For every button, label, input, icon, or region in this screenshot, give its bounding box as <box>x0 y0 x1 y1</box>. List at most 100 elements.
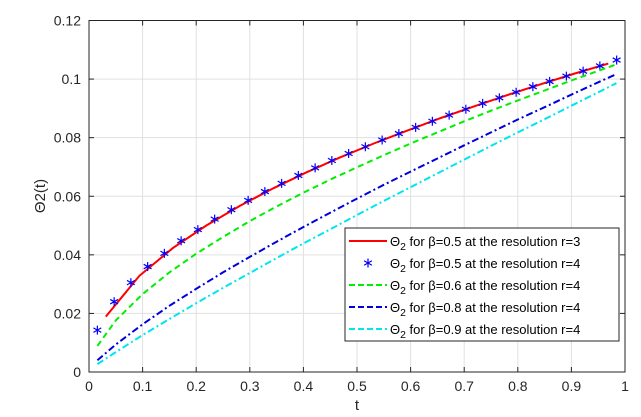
asterisk-marker <box>143 263 152 270</box>
data-point <box>528 82 538 92</box>
series-2 <box>96 63 617 347</box>
x-tick-label: 0.9 <box>562 378 582 394</box>
asterisk-marker <box>377 137 387 143</box>
asterisk-marker <box>562 73 571 79</box>
data-point <box>176 236 186 246</box>
data-point <box>478 98 487 108</box>
legend-label: Θ2 for β=0.6 at the resolution r=4 <box>390 278 580 297</box>
x-tick-label: 0.2 <box>186 378 206 394</box>
ticks: 0 0.1 0.2 0.3 0.4 0.5 0.6 0.7 0.8 0.9 1 0 0.02 0.04 0.… <box>54 13 629 395</box>
data-point <box>511 87 521 97</box>
data-point <box>495 93 504 103</box>
asterisk-marker <box>176 238 186 244</box>
y-tick-label: 0.08 <box>54 130 81 146</box>
y-tick-label: 0.02 <box>54 305 81 321</box>
x-axis-label: t <box>355 397 360 414</box>
x-tick-label: 0.4 <box>294 378 314 394</box>
legend-item: Θ2 for β=0.8 at the resolution r=4 <box>349 300 580 319</box>
asterisk-marker <box>210 216 219 222</box>
legend-item: Θ2 for β=0.5 at the resolution r=3 <box>349 234 580 253</box>
asterisk-marker <box>545 78 554 85</box>
x-tick-label: 0.5 <box>347 378 367 394</box>
data-point <box>562 71 571 81</box>
series-line <box>96 82 617 365</box>
asterisk-marker <box>478 100 487 107</box>
series-3 <box>96 73 617 362</box>
data-point <box>411 122 420 132</box>
legend-label: Θ2 for β=0.9 at the resolution r=4 <box>390 322 580 341</box>
series-line <box>96 63 617 347</box>
legend-box <box>344 227 620 342</box>
asterisk-marker <box>294 172 303 179</box>
legend-item: Θ2 for β=0.5 at the resolution r=4 <box>363 256 580 275</box>
data-point <box>93 325 102 335</box>
asterisk-marker <box>260 188 270 195</box>
series-layer <box>93 55 621 365</box>
data-point <box>310 163 320 173</box>
data-point <box>243 195 253 205</box>
data-point <box>461 104 471 114</box>
y-tick-label: 0 <box>73 364 81 380</box>
asterisk-marker <box>277 180 286 187</box>
asterisk-marker <box>578 68 588 74</box>
data-point <box>578 66 588 76</box>
asterisk-marker <box>109 298 119 305</box>
data-point <box>277 178 286 188</box>
y-tick-label: 0.12 <box>54 13 81 29</box>
data-point <box>444 110 454 120</box>
data-point <box>126 278 136 288</box>
series-1 <box>93 55 621 335</box>
asterisk-marker <box>495 95 504 101</box>
data-point <box>612 55 621 65</box>
asterisk-marker <box>612 57 621 63</box>
asterisk-marker <box>361 143 370 150</box>
legend-item: Θ2 for β=0.9 at the resolution r=4 <box>349 322 580 341</box>
legend-item: Θ2 for β=0.6 at the resolution r=4 <box>349 278 580 297</box>
y-tick-label: 0.04 <box>54 247 81 263</box>
asterisk-marker <box>461 106 471 113</box>
y-tick-label: 0.1 <box>62 71 82 87</box>
asterisk-marker <box>227 206 236 213</box>
asterisk-marker <box>344 150 353 157</box>
series-0 <box>105 62 609 318</box>
data-point <box>227 205 236 215</box>
series-line <box>105 62 609 318</box>
asterisk-marker <box>394 130 404 137</box>
y-axis-label: Θ2(t) <box>32 179 49 213</box>
asterisk-marker <box>327 157 337 164</box>
data-point <box>294 170 303 180</box>
data-point <box>210 214 219 224</box>
data-point <box>344 148 353 158</box>
data-point <box>327 156 337 166</box>
legend-asterisk-icon <box>363 260 373 266</box>
series-4 <box>96 82 617 365</box>
data-point <box>193 225 203 235</box>
asterisk-marker <box>160 250 169 257</box>
asterisk-marker <box>511 89 521 96</box>
data-point <box>595 61 605 71</box>
data-point <box>143 262 152 272</box>
data-point <box>361 142 370 152</box>
x-tick-label: 1 <box>621 378 629 394</box>
asterisk-marker <box>444 112 454 118</box>
asterisk-marker <box>528 83 538 90</box>
data-point <box>160 248 169 258</box>
data-point <box>394 129 404 139</box>
legend-label: Θ2 for β=0.5 at the resolution r=3 <box>390 234 580 253</box>
asterisk-marker <box>310 165 320 171</box>
y-tick-label: 0.06 <box>54 188 81 204</box>
data-point <box>428 116 437 126</box>
data-point <box>545 76 554 86</box>
asterisk-marker <box>193 226 203 233</box>
data-point <box>109 297 119 307</box>
asterisk-marker <box>428 118 437 125</box>
asterisk-marker <box>595 63 605 69</box>
x-tick-label: 0.1 <box>133 378 153 394</box>
legend-label: Θ2 for β=0.8 at the resolution r=4 <box>390 300 580 319</box>
x-tick-label: 0 <box>85 378 93 394</box>
series-line <box>96 73 617 362</box>
legend-label: Θ2 for β=0.5 at the resolution r=4 <box>390 256 580 275</box>
data-point <box>260 187 270 197</box>
legend: Θ2 for β=0.5 at the resolution r=3 Θ2 for… <box>344 227 620 342</box>
